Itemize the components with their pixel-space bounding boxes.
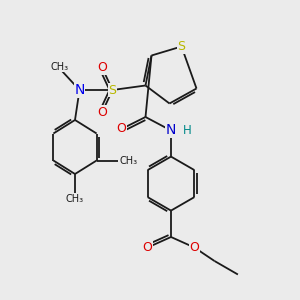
Text: N: N: [166, 124, 176, 137]
Text: CH₃: CH₃: [66, 194, 84, 204]
Text: O: O: [97, 61, 107, 74]
Text: O: O: [97, 106, 107, 119]
Text: CH₃: CH₃: [120, 155, 138, 166]
Text: H: H: [182, 124, 191, 137]
Text: O: O: [117, 122, 126, 136]
Text: O: O: [143, 241, 152, 254]
Text: O: O: [190, 241, 199, 254]
Text: S: S: [178, 40, 185, 53]
Text: N: N: [74, 83, 85, 97]
Text: S: S: [109, 83, 116, 97]
Text: CH₃: CH₃: [51, 62, 69, 72]
